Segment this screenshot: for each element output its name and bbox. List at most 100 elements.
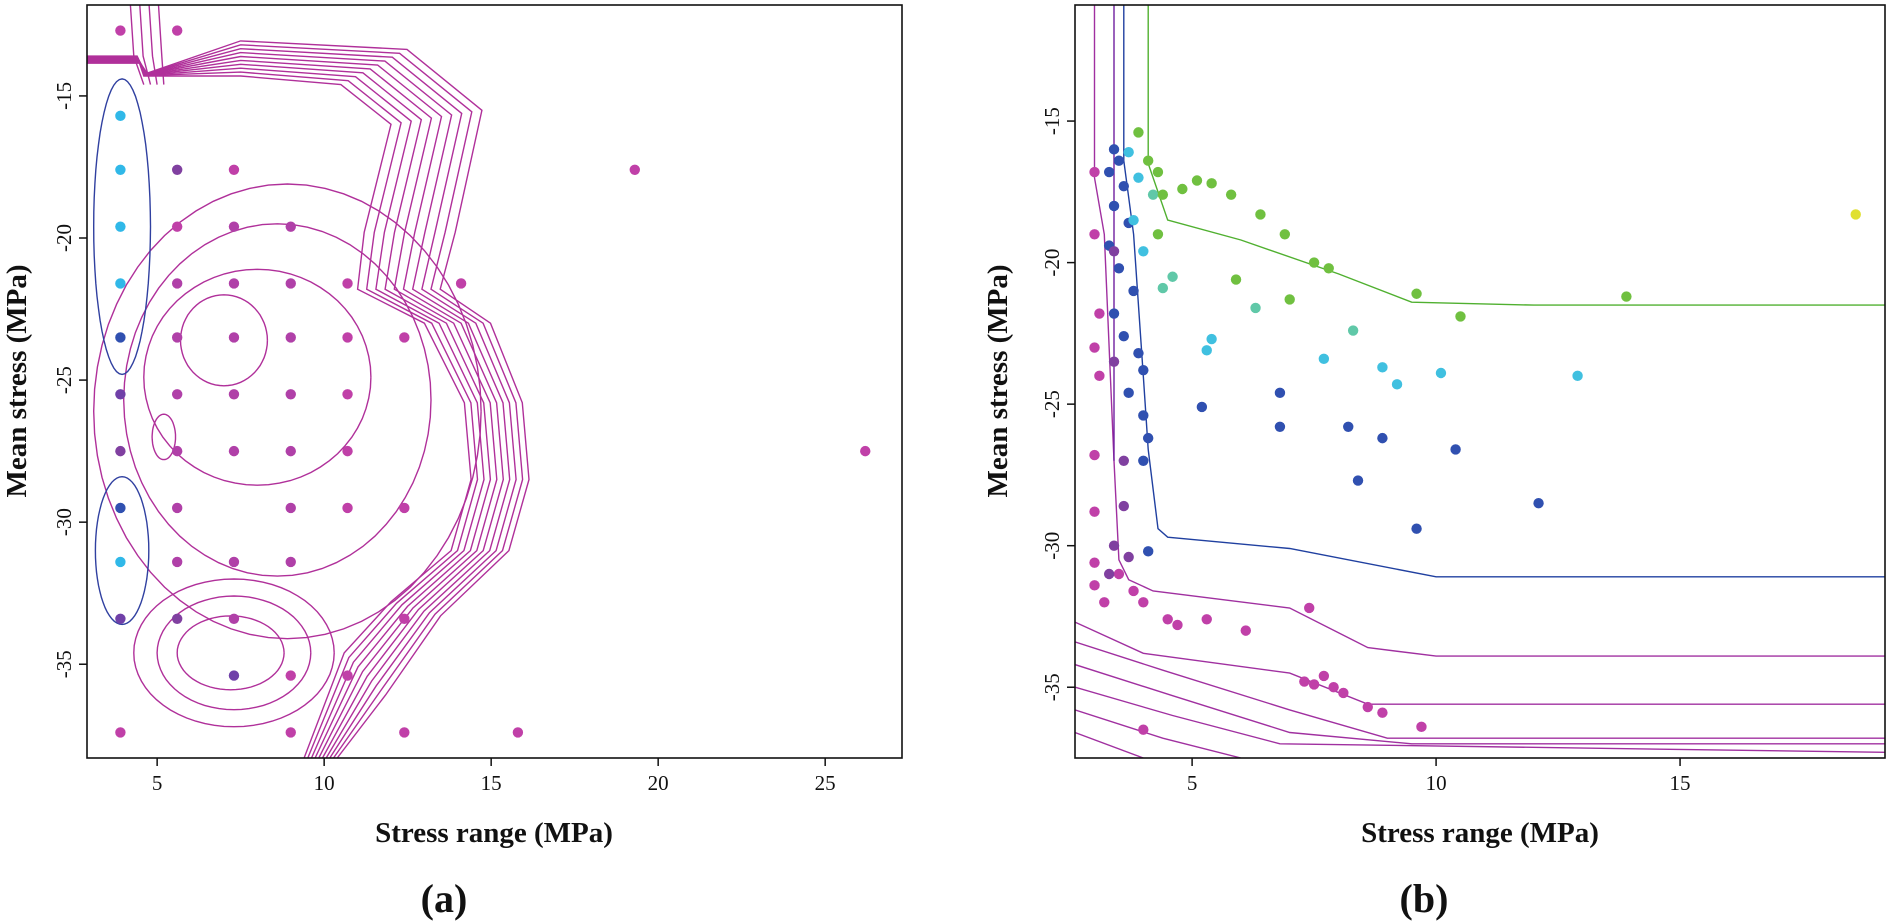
data-point (342, 389, 353, 400)
data-point (1201, 345, 1212, 356)
y-tick-label: -30 (52, 508, 76, 536)
boundary-line (1123, 5, 1885, 578)
data-point (1094, 308, 1105, 319)
data-point (228, 670, 240, 681)
data-point (1094, 370, 1105, 382)
data-point (1274, 387, 1286, 399)
data-point (171, 502, 183, 514)
data-point (1318, 670, 1330, 682)
data-point (171, 332, 183, 343)
data-point (115, 332, 126, 343)
data-point (1089, 342, 1100, 353)
data-point (115, 556, 126, 568)
data-point (1108, 246, 1120, 257)
data-point (1138, 246, 1149, 257)
data-point (228, 332, 240, 343)
data-point (1240, 625, 1251, 636)
data-point (171, 556, 183, 568)
data-point (285, 389, 296, 400)
y-tick-label: -35 (52, 650, 76, 678)
y-tick-label: -30 (1040, 532, 1064, 560)
boundary-line (1075, 641, 1885, 739)
data-point (1318, 353, 1330, 365)
data-point (342, 332, 353, 343)
x-tick-label: 20 (648, 771, 669, 795)
boundary-line (1075, 709, 1242, 758)
data-point (1284, 294, 1295, 305)
data-point (860, 445, 871, 457)
y-ticks-a: -15 -20 -25 -30 -35 (52, 82, 87, 678)
contour-line (151, 413, 177, 461)
data-point (1142, 155, 1154, 166)
x-ticks-b: 5 10 15 (1187, 758, 1691, 795)
data-point (285, 221, 296, 232)
class-boundaries (1075, 5, 1885, 758)
density-contours (87, 5, 530, 758)
data-point (1191, 175, 1203, 186)
data-point (171, 164, 183, 176)
data-point (1533, 498, 1544, 509)
data-point (1118, 500, 1129, 512)
data-point (1123, 147, 1134, 158)
data-point (1108, 356, 1120, 367)
data-point (285, 727, 296, 738)
data-point (285, 670, 296, 681)
y-axis-title-b: Mean stress (MPa) (982, 264, 1014, 497)
data-point (1118, 455, 1129, 466)
y-tick-label: -20 (1040, 249, 1064, 277)
data-point (171, 389, 183, 400)
data-point (512, 727, 524, 738)
data-point (1089, 166, 1100, 178)
data-point (399, 332, 410, 343)
contour-line (92, 183, 482, 640)
x-tick-label: 25 (815, 771, 836, 795)
data-point (1089, 557, 1100, 568)
data-point (342, 445, 353, 457)
data-point (1152, 229, 1164, 240)
data-point (1255, 209, 1266, 220)
contour-line (87, 56, 479, 758)
contour-line (156, 595, 312, 711)
contour-line (157, 5, 165, 85)
data-point (1089, 506, 1100, 517)
contour-line (87, 40, 530, 758)
data-point (1157, 189, 1169, 200)
contour-line (122, 223, 432, 577)
contour-line (179, 294, 269, 387)
data-point (1108, 144, 1120, 155)
data-point (1308, 257, 1320, 268)
data-point (1128, 214, 1139, 226)
data-point (1089, 580, 1100, 591)
contour-line (87, 51, 511, 758)
boundary-line (1093, 5, 1885, 657)
data-point (115, 164, 126, 176)
data-point (171, 25, 183, 36)
contour-line (133, 578, 335, 728)
data-point (1328, 682, 1339, 693)
y-tick-label: -25 (52, 366, 76, 394)
data-point (1138, 597, 1149, 608)
data-point (171, 221, 183, 232)
data-point (1377, 362, 1388, 373)
plot-frame-a (86, 4, 903, 759)
data-point (1343, 421, 1354, 432)
data-point (1250, 302, 1261, 314)
y-tick-label: -25 (1040, 390, 1064, 418)
data-point (1099, 597, 1110, 608)
data-point (1177, 183, 1188, 195)
data-point (399, 613, 410, 624)
data-point (1621, 291, 1632, 302)
boundary-line (1147, 5, 1885, 306)
data-point (1338, 687, 1349, 699)
data-point (1108, 308, 1120, 319)
data-point (1230, 274, 1242, 285)
data-point (115, 278, 126, 289)
data-point (1362, 701, 1373, 713)
contour-line (176, 615, 285, 691)
data-point (1167, 271, 1178, 282)
data-point (1308, 679, 1320, 690)
panel-a: 5 10 15 20 25 -15 -20 -25 -30 -35 Stress range (… (1, 4, 903, 921)
data-point (228, 221, 240, 232)
data-point (1133, 347, 1144, 359)
data-point (1128, 585, 1139, 597)
